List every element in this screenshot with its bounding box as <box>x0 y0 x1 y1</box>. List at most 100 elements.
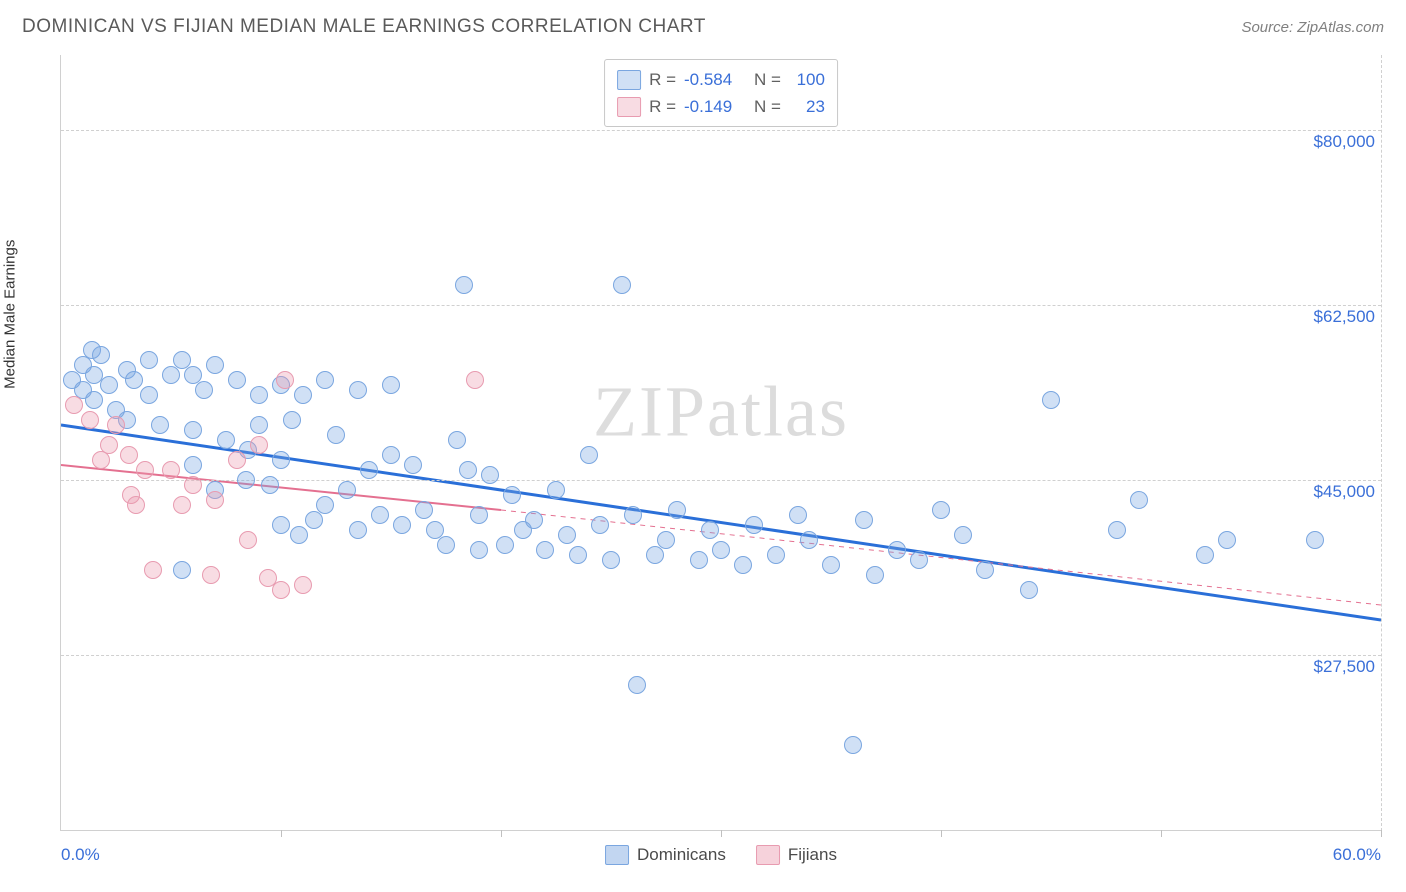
data-point <box>657 531 675 549</box>
data-point <box>701 521 719 539</box>
data-point <box>822 556 840 574</box>
info-row: R =-0.584N =100 <box>617 66 825 93</box>
data-point <box>272 516 290 534</box>
data-point <box>217 431 235 449</box>
gridline <box>61 655 1381 656</box>
data-point <box>536 541 554 559</box>
x-tick <box>1381 830 1382 837</box>
plot-region: ZIPatlas R =-0.584N =100R =-0.149N =23 $… <box>60 55 1382 831</box>
data-point <box>591 516 609 534</box>
series-swatch <box>617 70 641 90</box>
y-tick-label: $62,500 <box>1314 307 1375 327</box>
x-tick <box>1161 830 1162 837</box>
legend-item: Fijians <box>756 845 837 865</box>
data-point <box>162 461 180 479</box>
data-point <box>690 551 708 569</box>
data-point <box>932 501 950 519</box>
data-point <box>888 541 906 559</box>
data-point <box>745 516 763 534</box>
data-point <box>470 541 488 559</box>
data-point <box>470 506 488 524</box>
data-point <box>195 381 213 399</box>
data-point <box>481 466 499 484</box>
n-value: 100 <box>789 66 825 93</box>
data-point <box>250 436 268 454</box>
data-point <box>455 276 473 294</box>
data-point <box>1020 581 1038 599</box>
data-point <box>290 526 308 544</box>
data-point <box>1042 391 1060 409</box>
data-point <box>184 456 202 474</box>
data-point <box>327 426 345 444</box>
data-point <box>496 536 514 554</box>
data-point <box>85 391 103 409</box>
data-point <box>120 446 138 464</box>
data-point <box>151 416 169 434</box>
data-point <box>866 566 884 584</box>
data-point <box>954 526 972 544</box>
data-point <box>184 476 202 494</box>
data-point <box>459 461 477 479</box>
legend-label: Fijians <box>788 845 837 865</box>
series-swatch <box>617 97 641 117</box>
data-point <box>92 346 110 364</box>
data-point <box>272 451 290 469</box>
correlation-info-box: R =-0.584N =100R =-0.149N =23 <box>604 59 838 127</box>
data-point <box>250 416 268 434</box>
data-point <box>371 506 389 524</box>
data-point <box>173 561 191 579</box>
data-point <box>305 511 323 529</box>
data-point <box>360 461 378 479</box>
gridline <box>61 305 1381 306</box>
data-point <box>602 551 620 569</box>
data-point <box>448 431 466 449</box>
data-point <box>415 501 433 519</box>
data-point <box>404 456 422 474</box>
data-point <box>125 371 143 389</box>
data-point <box>107 416 125 434</box>
data-point <box>283 411 301 429</box>
data-point <box>547 481 565 499</box>
x-tick <box>501 830 502 837</box>
data-point <box>206 356 224 374</box>
data-point <box>127 496 145 514</box>
data-point <box>1196 546 1214 564</box>
data-point <box>855 511 873 529</box>
data-point <box>789 506 807 524</box>
data-point <box>1108 521 1126 539</box>
data-point <box>382 376 400 394</box>
data-point <box>646 546 664 564</box>
legend-label: Dominicans <box>637 845 726 865</box>
data-point <box>338 481 356 499</box>
x-min-label: 0.0% <box>61 845 100 865</box>
data-point <box>100 376 118 394</box>
x-tick <box>281 830 282 837</box>
data-point <box>100 436 118 454</box>
data-point <box>294 386 312 404</box>
chart-title: DOMINICAN VS FIJIAN MEDIAN MALE EARNINGS… <box>22 16 706 38</box>
r-value: -0.149 <box>684 93 746 120</box>
legend-item: Dominicans <box>605 845 726 865</box>
data-point <box>162 366 180 384</box>
x-tick <box>941 830 942 837</box>
info-row: R =-0.149N =23 <box>617 93 825 120</box>
y-tick-label: $80,000 <box>1314 132 1375 152</box>
data-point <box>976 561 994 579</box>
data-point <box>239 531 257 549</box>
data-point <box>767 546 785 564</box>
data-point <box>382 446 400 464</box>
r-value: -0.584 <box>684 66 746 93</box>
data-point <box>503 486 521 504</box>
watermark: ZIPatlas <box>593 370 849 453</box>
data-point <box>261 476 279 494</box>
data-point <box>844 736 862 754</box>
data-point <box>712 541 730 559</box>
data-point <box>140 351 158 369</box>
data-point <box>734 556 752 574</box>
data-point <box>613 276 631 294</box>
data-point <box>206 491 224 509</box>
x-max-label: 60.0% <box>1333 845 1381 865</box>
data-point <box>525 511 543 529</box>
gridline <box>61 130 1381 131</box>
data-point <box>316 371 334 389</box>
